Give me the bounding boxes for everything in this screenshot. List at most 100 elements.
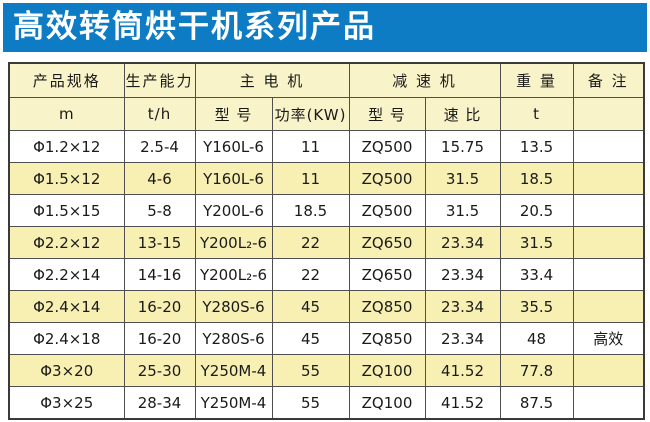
cell-capacity: 4-6 (123, 162, 196, 195)
cell-capacity: 13-15 (123, 226, 196, 259)
table-row: Φ2.2×14 14-16 Y200L₂-6 22 ZQ650 23.34 33… (8, 258, 645, 291)
cell-motor-power: 45 (271, 322, 350, 355)
unit-reducer-ratio: 速 比 (424, 97, 501, 131)
cell-motor-model: Y160L-6 (194, 130, 273, 163)
col-header-reducer: 减 速 机 (348, 62, 501, 98)
cell-reducer-ratio: 15.75 (424, 130, 501, 163)
cell-motor-power: 55 (271, 354, 350, 387)
cell-reducer-model: ZQ850 (348, 322, 426, 355)
cell-capacity: 16-20 (123, 290, 196, 323)
col-header-capacity: 生产能力 (123, 62, 196, 98)
cell-reducer-ratio: 31.5 (424, 194, 501, 227)
table-row: Φ2.4×14 16-20 Y280S-6 45 ZQ850 23.34 35.… (8, 290, 645, 323)
cell-capacity: 16-20 (123, 322, 196, 355)
cell-weight: 33.4 (499, 258, 574, 291)
cell-reducer-model: ZQ500 (348, 130, 426, 163)
cell-spec: Φ2.2×14 (8, 258, 125, 291)
cell-remark: 高效 (572, 322, 645, 355)
cell-weight: 13.5 (499, 130, 574, 163)
cell-spec: Φ1.2×12 (8, 130, 125, 163)
cell-motor-model: Y250M-4 (194, 386, 273, 420)
table-row: Φ1.2×12 2.5-4 Y160L-6 11 ZQ500 15.75 13.… (8, 130, 645, 163)
cell-capacity: 14-16 (123, 258, 196, 291)
cell-motor-model: Y160L-6 (194, 162, 273, 195)
cell-reducer-model: ZQ100 (348, 386, 426, 420)
col-header-weight: 重 量 (499, 62, 574, 98)
cell-motor-power: 11 (271, 162, 350, 195)
spec-table: 产品规格 生产能力 主 电 机 减 速 机 重 量 备 注 m t/h 型 号 … (8, 62, 646, 420)
cell-reducer-model: ZQ100 (348, 354, 426, 387)
cell-weight: 77.8 (499, 354, 574, 387)
cell-motor-model: Y200L-6 (194, 194, 273, 227)
cell-remark (572, 226, 645, 259)
table-row: Φ2.2×12 13-15 Y200L₂-6 22 ZQ650 23.34 31… (8, 226, 645, 259)
cell-reducer-model: ZQ500 (348, 194, 426, 227)
cell-reducer-model: ZQ650 (348, 226, 426, 259)
cell-spec: Φ3×20 (8, 354, 125, 387)
cell-remark (572, 130, 645, 163)
cell-motor-power: 55 (271, 386, 350, 420)
cell-reducer-ratio: 31.5 (424, 162, 501, 195)
cell-motor-power: 22 (271, 226, 350, 259)
cell-capacity: 5-8 (123, 194, 196, 227)
table-row: Φ2.4×18 16-20 Y280S-6 45 ZQ850 23.34 48 … (8, 322, 645, 355)
unit-motor-power: 功率(KW) (271, 97, 350, 131)
unit-spec: m (8, 97, 125, 131)
cell-remark (572, 290, 645, 323)
cell-weight: 87.5 (499, 386, 574, 420)
col-header-remark: 备 注 (572, 62, 645, 98)
cell-motor-power: 11 (271, 130, 350, 163)
table-row: Φ3×20 25-30 Y250M-4 55 ZQ100 41.52 77.8 (8, 354, 645, 387)
cell-reducer-ratio: 41.52 (424, 354, 501, 387)
unit-motor-model: 型 号 (194, 97, 273, 131)
cell-remark (572, 194, 645, 227)
table-row: Φ1.5×12 4-6 Y160L-6 11 ZQ500 31.5 18.5 (8, 162, 645, 195)
cell-reducer-ratio: 41.52 (424, 386, 501, 420)
cell-motor-power: 45 (271, 290, 350, 323)
cell-spec: Φ2.4×18 (8, 322, 125, 355)
cell-remark (572, 386, 645, 420)
cell-weight: 48 (499, 322, 574, 355)
cell-spec: Φ1.5×15 (8, 194, 125, 227)
cell-capacity: 25-30 (123, 354, 196, 387)
cell-capacity: 28-34 (123, 386, 196, 420)
unit-capacity: t/h (123, 97, 196, 131)
unit-remark (572, 97, 645, 131)
cell-reducer-model: ZQ650 (348, 258, 426, 291)
cell-weight: 20.5 (499, 194, 574, 227)
cell-reducer-ratio: 23.34 (424, 290, 501, 323)
cell-reducer-ratio: 23.34 (424, 226, 501, 259)
cell-motor-model: Y200L₂-6 (194, 226, 273, 259)
header-unit-row: m t/h 型 号 功率(KW) 型 号 速 比 t (8, 97, 645, 131)
cell-motor-model: Y280S-6 (194, 322, 273, 355)
table-row: Φ1.5×15 5-8 Y200L-6 18.5 ZQ500 31.5 20.5 (8, 194, 645, 227)
cell-remark (572, 354, 645, 387)
cell-spec: Φ3×25 (8, 386, 125, 420)
page-title: 高效转筒烘干机系列产品 (13, 9, 376, 45)
cell-reducer-ratio: 23.34 (424, 322, 501, 355)
cell-motor-power: 18.5 (271, 194, 350, 227)
cell-remark (572, 162, 645, 195)
title-banner: 高效转筒烘干机系列产品 (3, 3, 647, 52)
cell-motor-model: Y280S-6 (194, 290, 273, 323)
table-row: Φ3×25 28-34 Y250M-4 55 ZQ100 41.52 87.5 (8, 386, 645, 420)
cell-motor-model: Y200L₂-6 (194, 258, 273, 291)
cell-weight: 18.5 (499, 162, 574, 195)
cell-weight: 35.5 (499, 290, 574, 323)
cell-spec: Φ1.5×12 (8, 162, 125, 195)
cell-motor-power: 22 (271, 258, 350, 291)
col-header-spec: 产品规格 (8, 62, 125, 98)
col-header-main-motor: 主 电 机 (194, 62, 350, 98)
cell-reducer-model: ZQ500 (348, 162, 426, 195)
cell-capacity: 2.5-4 (123, 130, 196, 163)
cell-reducer-ratio: 23.34 (424, 258, 501, 291)
cell-weight: 31.5 (499, 226, 574, 259)
header-group-row: 产品规格 生产能力 主 电 机 减 速 机 重 量 备 注 (8, 62, 645, 98)
unit-weight: t (499, 97, 574, 131)
cell-motor-model: Y250M-4 (194, 354, 273, 387)
cell-remark (572, 258, 645, 291)
cell-reducer-model: ZQ850 (348, 290, 426, 323)
cell-spec: Φ2.4×14 (8, 290, 125, 323)
cell-spec: Φ2.2×12 (8, 226, 125, 259)
